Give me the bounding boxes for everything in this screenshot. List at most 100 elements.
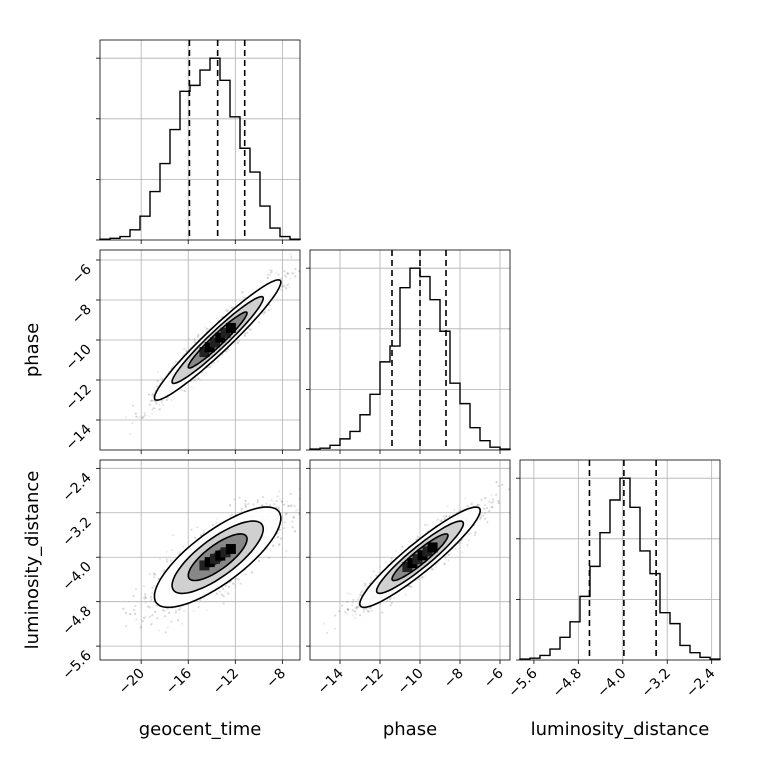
sample-point [147,605,150,608]
sample-point [282,503,286,506]
sample-point [242,296,245,299]
sample-point [193,379,196,382]
sample-point [274,271,278,274]
sample-point [269,504,272,507]
density-bin [204,557,215,568]
sample-point [296,508,299,511]
sample-point [237,578,240,581]
sample-point [246,331,249,334]
sample-point [148,393,151,396]
sample-point [363,582,367,585]
sample-point [294,268,297,271]
sample-point [177,618,180,621]
density-bin [199,560,210,571]
sample-point [149,599,152,603]
sample-point [365,607,368,611]
sample-point [447,553,450,556]
sample-point [197,605,200,609]
sample-point [222,602,225,605]
sample-point [161,609,164,612]
sample-point [194,377,197,380]
sample-point [298,512,300,515]
sample-point [284,274,287,277]
sample-point [197,377,200,380]
sample-point [344,611,347,614]
sample-point [390,557,393,560]
sample-point [304,502,306,504]
sample-point [293,516,296,519]
sample-point [258,560,261,563]
sample-point [292,516,295,519]
sample-point [384,561,387,564]
sample-point [205,608,209,612]
sample-point [301,262,303,264]
sample-point [362,608,365,611]
sample-point [457,509,460,512]
sample-point [163,609,166,612]
sample-point [148,403,151,406]
sample-point [178,551,181,554]
sample-point [276,536,279,539]
sample-point [224,590,227,593]
sample-point [484,504,487,507]
sample-point [139,626,142,630]
sample-point [150,399,153,402]
sample-point [346,608,349,611]
sample-point [144,414,147,417]
sample-point [183,390,186,393]
sample-point [170,620,173,623]
sample-point [244,499,247,502]
sample-point [132,609,136,612]
sample-point [379,602,382,606]
sample-point [486,521,489,524]
sample-point [268,556,271,560]
panel-frame [309,249,511,451]
density-bin [215,332,226,343]
sample-point [484,517,487,520]
sample-point [221,594,224,597]
sample-point [211,523,215,526]
sample-point [248,328,251,331]
sample-point [161,570,164,573]
sample-point [270,269,273,273]
sample-point [291,520,294,523]
sample-point [454,547,457,550]
sample-point [222,595,225,598]
sample-point [172,534,175,537]
sample-point [483,507,486,510]
sample-point [262,313,266,316]
sample-point [287,504,290,508]
sample-point [346,592,349,595]
sample-point [326,631,329,635]
sample-point [356,605,359,609]
sample-point [141,416,144,419]
sample-point [212,361,215,364]
sample-point [192,609,195,613]
sample-point [354,606,357,609]
sample-point [236,577,239,580]
sample-point [349,592,352,596]
sample-point [166,607,169,610]
joint-panel-geocent_time-luminosity_distance [99,459,306,661]
sample-point [164,615,167,618]
sample-point [490,494,493,497]
sample-point [164,631,167,634]
contour-line-1 [171,520,264,595]
sample-point [134,588,138,591]
sample-point [244,505,247,508]
sample-point [151,412,154,415]
sample-point [144,593,147,596]
sample-point [163,569,166,572]
sample-point [293,505,296,508]
sample-point [417,578,420,581]
sample-point [443,563,446,566]
sample-point [361,589,364,593]
sample-point [165,550,168,554]
sample-point [194,536,197,540]
sample-point [174,360,177,363]
sample-point [125,625,128,628]
sample-point [277,536,280,539]
sample-point [286,500,289,503]
sample-point [244,503,247,506]
sample-point [333,627,337,630]
